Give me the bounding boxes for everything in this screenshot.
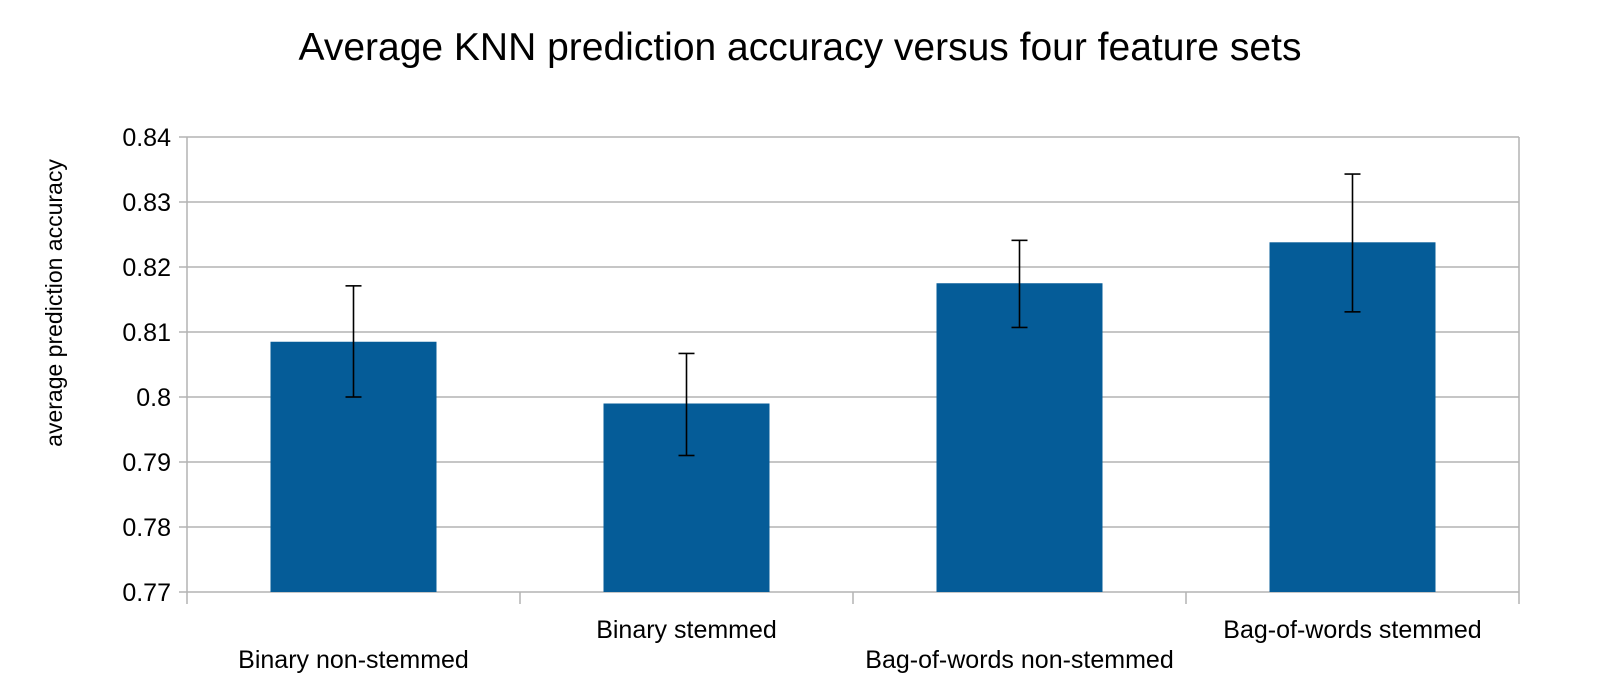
y-axis-label: average prediction accuracy — [41, 159, 67, 447]
error-bars — [345, 173, 1361, 457]
y-tick-labels: 0.77 0.78 0.79 0.8 0.81 0.82 0.83 0.84 — [122, 124, 171, 607]
error-bar — [345, 285, 362, 398]
y-tick-label: 0.84 — [122, 124, 171, 152]
error-bar — [1011, 239, 1028, 329]
x-tick-label: Binary stemmed — [596, 616, 777, 644]
chart-title: Average KNN prediction accuracy versus f… — [299, 26, 1302, 69]
bar — [936, 283, 1103, 592]
y-tick-label: 0.78 — [122, 514, 171, 542]
y-tick-label: 0.81 — [122, 319, 171, 347]
x-tick-label: Binary non-stemmed — [238, 646, 469, 674]
x-tick-label: Bag-of-words non-stemmed — [865, 646, 1173, 674]
x-tick-labels: Binary non-stemmed Binary stemmed Bag-of-w… — [238, 616, 1482, 674]
x-tick-label: Bag-of-words stemmed — [1223, 616, 1481, 644]
error-bar — [1344, 173, 1361, 313]
y-tick-label: 0.77 — [122, 579, 171, 607]
bars — [270, 242, 1436, 593]
error-bar — [678, 352, 695, 457]
y-tick-label: 0.82 — [122, 254, 171, 282]
y-tick-label: 0.8 — [136, 384, 171, 412]
y-tick-label: 0.79 — [122, 449, 171, 477]
y-tick-label: 0.83 — [122, 189, 171, 217]
